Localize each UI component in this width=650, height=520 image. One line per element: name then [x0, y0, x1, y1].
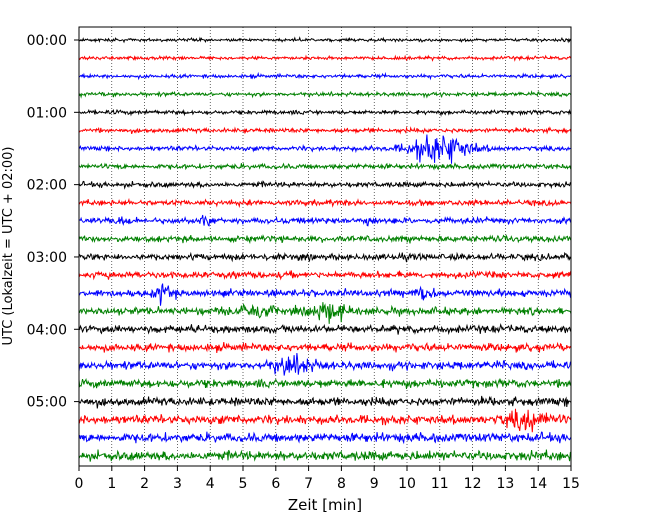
- seismic-trace: [78, 408, 572, 433]
- seismic-trace: [78, 134, 572, 164]
- seismic-trace: [78, 352, 572, 376]
- x-axis-ticks: 0 1 2 3 4 5 6 7 8 9 10 11 12 13 14 15: [75, 466, 580, 492]
- x-tick-label: 9: [370, 476, 379, 492]
- seismic-trace: [78, 197, 572, 209]
- x-tick-label: 1: [107, 476, 116, 492]
- grid-lines: [111, 27, 539, 466]
- x-tick-label: 11: [431, 476, 449, 492]
- y-tick-label: 03:00: [27, 250, 67, 266]
- x-tick-label: 10: [398, 476, 416, 492]
- seismic-trace: [78, 162, 572, 171]
- y-tick-label: 00:00: [27, 33, 67, 49]
- y-axis-label: UTC (Lokalzeit = UTC + 02:00): [1, 147, 16, 346]
- x-tick-label: 12: [464, 476, 482, 492]
- plot-frame: [78, 26, 572, 467]
- y-tick-label: 05:00: [27, 395, 67, 411]
- seismic-trace: [78, 126, 572, 135]
- seismic-trace: [78, 71, 572, 81]
- seismic-trace: [78, 269, 572, 281]
- x-tick-label: 3: [173, 476, 182, 492]
- x-tick-label: 6: [271, 476, 280, 492]
- seismic-trace: [78, 395, 572, 409]
- seismic-trace: [78, 431, 572, 445]
- x-tick-label: 13: [496, 476, 514, 492]
- x-tick-label: 5: [239, 476, 248, 492]
- seismic-trace: [78, 377, 572, 389]
- seismic-trace: [78, 323, 572, 336]
- x-tick-label: 8: [337, 476, 346, 492]
- seismic-trace: [79, 302, 572, 324]
- seismic-trace: [78, 214, 572, 227]
- seismic-trace: [79, 36, 572, 44]
- seismic-trace: [78, 90, 572, 99]
- seismic-traces: [78, 36, 572, 462]
- y-tick-label: 02:00: [27, 178, 67, 194]
- x-tick-label: 4: [206, 476, 215, 492]
- seismic-trace: [78, 341, 572, 353]
- y-tick-label: 01:00: [27, 105, 67, 121]
- seismic-trace: [78, 54, 572, 62]
- y-tick-label: 04:00: [27, 322, 67, 338]
- seismic-trace: [78, 283, 572, 306]
- seismic-trace: [78, 449, 572, 462]
- x-tick-label: 7: [304, 476, 313, 492]
- seismic-trace: [78, 251, 572, 263]
- x-axis-label: Zeit [min]: [288, 496, 362, 514]
- seismic-trace: [78, 234, 572, 245]
- seismic-trace: [78, 108, 572, 117]
- y-axis-ticks: 00:00 01:00 02:00 03:00 04:00 05:00: [27, 33, 79, 411]
- x-tick-label: 15: [562, 476, 580, 492]
- x-tick-label: 2: [140, 476, 149, 492]
- x-tick-label: 14: [529, 476, 547, 492]
- seismic-trace: [78, 179, 572, 190]
- x-tick-label: 0: [75, 476, 84, 492]
